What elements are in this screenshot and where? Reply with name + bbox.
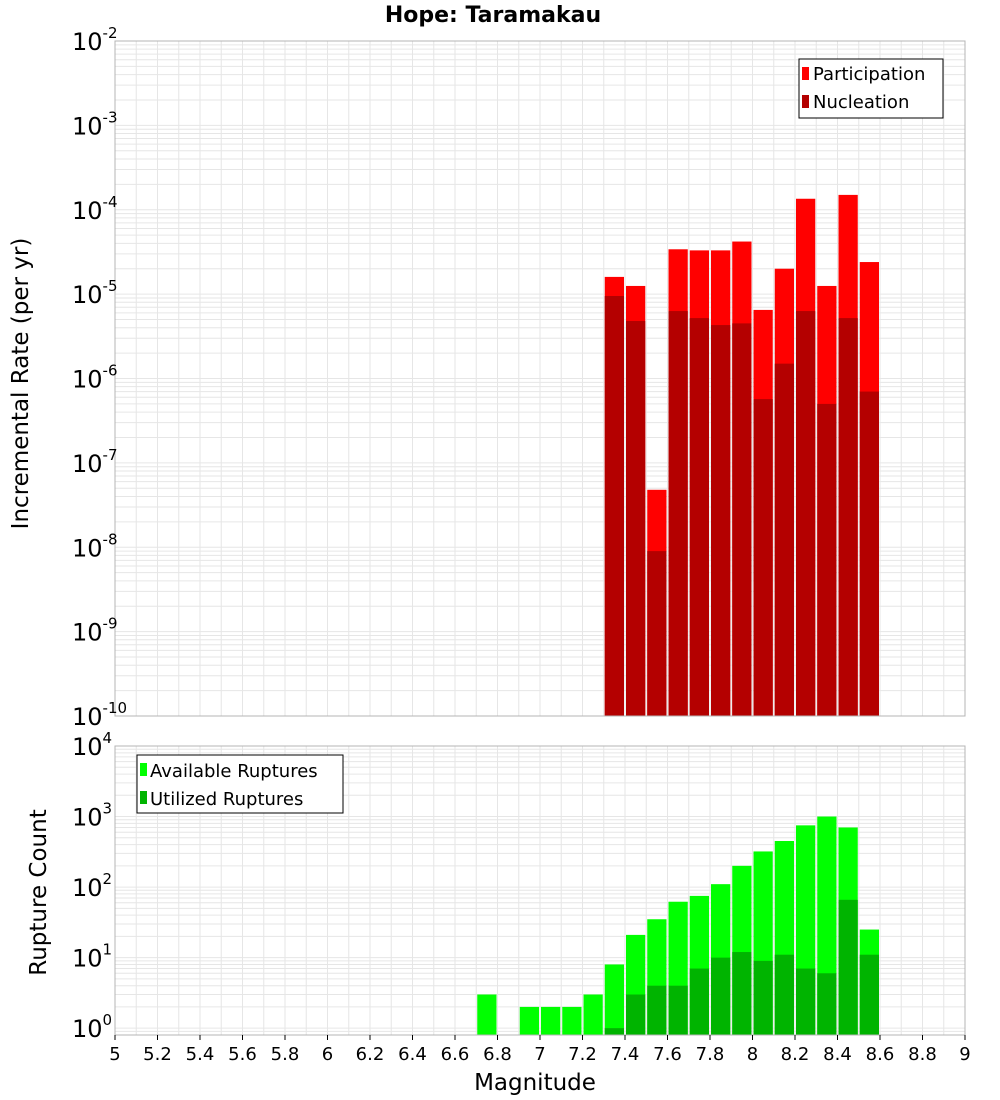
rate-bars — [604, 194, 879, 717]
rate-nucleation-bar — [796, 311, 816, 716]
legend-label-utilized: Utilized Ruptures — [150, 789, 303, 810]
rate-y-tick-label: 10-4 — [72, 193, 118, 225]
x-tick-label: 8 — [747, 1044, 758, 1065]
count-y-tick-label: 104 — [72, 729, 112, 761]
count-utilized-bar — [668, 985, 688, 1035]
rate-legend-box — [798, 58, 944, 119]
count-y-tick-label: 103 — [72, 800, 112, 832]
count-legend: Available Ruptures Utilized Ruptures — [136, 754, 344, 814]
count-legend-box — [136, 754, 344, 814]
rate-nucleation-bar — [689, 318, 709, 716]
x-tick-label: 8.4 — [823, 1044, 852, 1065]
rate-nucleation-bar — [732, 323, 752, 716]
x-ticks: 5 5.2 5.4 5.6 5.8 6 6.2 6.4 6.6 6.8 7 7.2 7.4 7.6 7.8 8… — [109, 1035, 971, 1065]
count-available-bar — [541, 1006, 561, 1035]
x-tick-label: 7.2 — [568, 1044, 597, 1065]
count-panel: 100 101 102 103 104 5 5.2 5.4 5.6 5.8 6 6.2 6.4 6.6 6… — [26, 729, 971, 1096]
count-y-axis-label: Rupture Count — [26, 809, 52, 975]
rate-y-axis-label: Incremental Rate (per yr) — [8, 238, 34, 530]
count-available-bar — [583, 994, 603, 1035]
count-utilized-bar — [689, 968, 709, 1035]
count-bars — [477, 816, 879, 1035]
x-tick-label: 7.4 — [611, 1044, 640, 1065]
rate-nucleation-bar — [647, 551, 667, 716]
x-tick-label: 7.8 — [696, 1044, 725, 1065]
rate-nucleation-bar — [626, 321, 646, 716]
count-utilized-bar — [859, 954, 879, 1035]
count-utilized-bar — [796, 968, 816, 1035]
x-tick-label: 6.6 — [441, 1044, 470, 1065]
legend-label-nucleation: Nucleation — [813, 92, 909, 113]
count-y-tick-label: 101 — [72, 941, 112, 973]
rate-nucleation-bar — [838, 318, 858, 716]
rate-legend: Participation Nucleation — [798, 58, 944, 119]
x-tick-label: 5 — [109, 1044, 120, 1065]
rate-y-tick-label: 10-6 — [72, 362, 118, 394]
rate-gridlines — [114, 41, 966, 717]
count-utilized-bar — [711, 957, 731, 1035]
chart-title: Hope: Taramakau — [385, 3, 601, 28]
rate-y-ticks: 10-10 10-9 10-8 10-7 10-6 10-5 10-4 10-3 10-2 — [72, 24, 127, 731]
x-tick-label: 5.6 — [228, 1044, 257, 1065]
count-available-bar — [477, 994, 497, 1035]
count-utilized-bar — [838, 899, 858, 1035]
count-utilized-bar — [626, 994, 646, 1035]
legend-label-available: Available Ruptures — [150, 761, 318, 782]
count-utilized-bar — [774, 954, 794, 1035]
count-utilized-bar — [647, 985, 667, 1035]
x-tick-label: 9 — [959, 1044, 970, 1065]
rate-plot-frame — [114, 40, 966, 717]
rate-nucleation-bar — [711, 325, 731, 716]
rate-y-tick-label: 10-3 — [72, 108, 118, 140]
count-utilized-bar — [604, 1028, 624, 1035]
x-tick-label: 7 — [534, 1044, 545, 1065]
count-y-tick-label: 100 — [72, 1011, 112, 1043]
x-tick-label: 6.8 — [483, 1044, 512, 1065]
x-tick-label: 5.8 — [271, 1044, 300, 1065]
count-available-bar — [604, 964, 624, 1035]
rate-y-tick-label: 10-2 — [72, 24, 118, 56]
rate-nucleation-bar — [668, 311, 688, 716]
x-axis-label: Magnitude — [474, 1070, 596, 1096]
x-tick-label: 6.4 — [398, 1044, 427, 1065]
x-tick-label: 8.2 — [781, 1044, 810, 1065]
x-tick-label: 8.6 — [866, 1044, 895, 1065]
x-tick-label: 8.8 — [908, 1044, 937, 1065]
rate-nucleation-bar — [774, 363, 794, 716]
rate-y-tick-label: 10-8 — [72, 530, 118, 562]
count-utilized-bar — [753, 960, 773, 1035]
rate-nucleation-bar — [753, 399, 773, 716]
rate-nucleation-bar — [604, 296, 624, 716]
legend-swatch-utilized — [140, 791, 147, 804]
count-available-bar — [562, 1006, 582, 1035]
count-available-bar — [519, 1006, 539, 1035]
count-y-tick-label: 102 — [72, 870, 112, 902]
x-tick-label: 6.2 — [356, 1044, 385, 1065]
rate-y-tick-label: 10-5 — [72, 277, 118, 309]
rate-y-tick-label: 10-9 — [72, 615, 118, 647]
rate-nucleation-bar — [859, 391, 879, 716]
rate-panel: 10-10 10-9 10-8 10-7 10-6 10-5 10-4 10-3 10-2 In… — [8, 24, 966, 731]
legend-swatch-available — [140, 763, 147, 776]
count-utilized-bar — [732, 952, 752, 1035]
legend-swatch-nucleation — [802, 95, 809, 108]
legend-label-participation: Participation — [813, 64, 925, 85]
x-tick-label: 7.6 — [653, 1044, 682, 1065]
x-tick-label: 5.4 — [186, 1044, 215, 1065]
count-utilized-bar — [817, 973, 837, 1035]
rate-nucleation-bar — [817, 403, 837, 716]
rate-y-tick-label: 10-7 — [72, 446, 118, 478]
x-tick-label: 6 — [322, 1044, 333, 1065]
rate-y-tick-label: 10-10 — [72, 699, 127, 731]
count-y-ticks: 100 101 102 103 104 — [72, 729, 112, 1043]
x-tick-label: 5.2 — [143, 1044, 172, 1065]
legend-swatch-participation — [802, 67, 809, 80]
